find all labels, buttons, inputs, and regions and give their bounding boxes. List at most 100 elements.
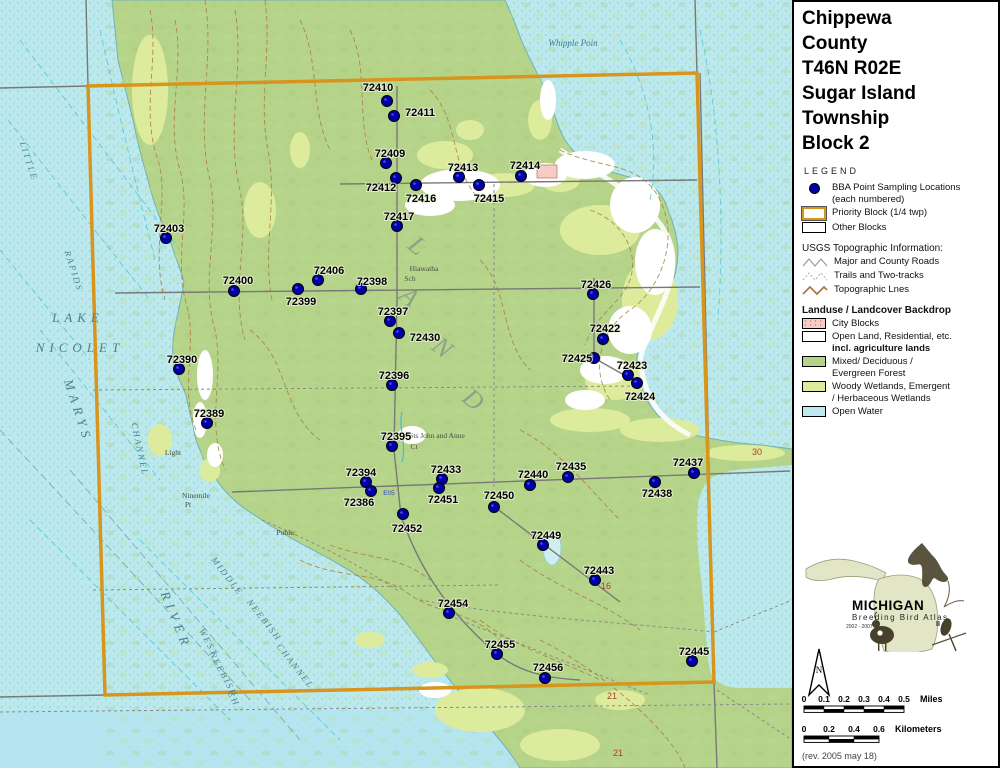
bba-point-72445[interactable]: 72445	[678, 645, 710, 667]
point-dot[interactable]	[597, 333, 609, 345]
bba-point-72450[interactable]: 72450	[483, 489, 515, 513]
bba-point-72390[interactable]: 72390	[166, 353, 198, 375]
point-dot[interactable]	[365, 485, 377, 497]
bba-point-72396[interactable]: 72396	[378, 369, 410, 391]
bba-point-72398[interactable]: 72398	[355, 275, 388, 295]
bba-point-72424[interactable]: 72424	[624, 377, 657, 404]
point-dot[interactable]	[381, 95, 393, 107]
page-title: Chippewa County T46N R02E Sugar Island T…	[802, 6, 998, 156]
bba-point-72412[interactable]: 72412	[365, 172, 402, 195]
point-dot[interactable]	[589, 574, 601, 586]
bba-point-72409[interactable]: 72409	[374, 147, 406, 169]
point-dot[interactable]	[228, 285, 240, 297]
point-dot[interactable]	[491, 648, 503, 660]
bba-point-72415[interactable]: 72415	[473, 179, 505, 206]
point-dot[interactable]	[453, 171, 465, 183]
map-label: LAKE	[51, 310, 104, 325]
point-dot[interactable]	[433, 482, 445, 494]
bba-point-72416[interactable]: 72416	[405, 179, 437, 206]
point-dot[interactable]	[537, 539, 549, 551]
bba-point-72455[interactable]: 72455	[484, 638, 516, 660]
bba-point-72386[interactable]: 72386	[343, 485, 377, 510]
bba-point-72425[interactable]: 72425	[561, 352, 600, 366]
point-dot[interactable]	[443, 607, 455, 619]
point-dot[interactable]	[587, 288, 599, 300]
bba-point-72423[interactable]: 72423	[616, 359, 648, 381]
point-dot[interactable]	[355, 283, 367, 295]
point-dot[interactable]	[386, 440, 398, 452]
point-dot[interactable]	[393, 327, 405, 339]
bba-point-72438[interactable]: 72438	[641, 476, 673, 501]
point-dot[interactable]	[292, 283, 304, 295]
bba-point-72406[interactable]: 72406	[312, 264, 345, 286]
point-dot[interactable]	[386, 379, 398, 391]
bba-point-72452[interactable]: 72452	[391, 508, 423, 536]
bba-point-72395[interactable]: 72395	[380, 430, 412, 452]
point-dot[interactable]	[515, 170, 527, 182]
point-dot[interactable]	[160, 232, 172, 244]
bba-point-72437[interactable]: 72437	[672, 456, 704, 479]
point-dot[interactable]	[201, 417, 213, 429]
svg-text:16: 16	[601, 581, 611, 591]
point-dot[interactable]	[397, 508, 409, 520]
point-label: 72435	[556, 461, 587, 473]
landuse-heading: Landuse / Landcover Backdrop	[802, 304, 951, 316]
priority-label: Priority Block (1/4 twp)	[832, 207, 928, 218]
bba-point-72456[interactable]: 72456	[532, 661, 564, 684]
bba-point-72422[interactable]: 72422	[589, 322, 621, 345]
point-dot[interactable]	[390, 172, 402, 184]
bba-point-72397[interactable]: 72397	[377, 305, 409, 327]
point-dot[interactable]	[524, 479, 536, 491]
bba-point-72426[interactable]: 72426	[580, 278, 612, 300]
point-dot[interactable]	[686, 655, 698, 667]
point-dot[interactable]	[312, 274, 324, 286]
point-dot[interactable]	[380, 157, 392, 169]
bba-point-72454[interactable]: 72454	[437, 597, 470, 619]
bba-point-72394[interactable]: 72394	[345, 466, 378, 488]
logo-subtitle: Breeding Bird Atlas	[852, 613, 949, 622]
point-dot[interactable]	[391, 220, 403, 232]
svg-text:0.2: 0.2	[838, 694, 850, 704]
topo-lines-icon	[802, 285, 828, 295]
bba-point-72414[interactable]: 72414	[509, 159, 542, 182]
point-dot[interactable]	[173, 363, 185, 375]
bba-point-72451[interactable]: 72451	[427, 482, 459, 507]
bba-point-72410[interactable]: 72410	[362, 81, 394, 107]
bba-point-72430[interactable]: 72430	[393, 327, 441, 345]
point-dot[interactable]	[488, 501, 500, 513]
bba-point-72389[interactable]: 72389	[193, 407, 225, 429]
bba-point-72449[interactable]: 72449	[530, 529, 562, 551]
title-line: Township	[802, 108, 890, 129]
map-label: Public	[276, 528, 296, 537]
bba-point-72403[interactable]: 72403	[153, 222, 185, 244]
bba-point-72413[interactable]: 72413	[447, 161, 479, 183]
creek	[400, 411, 405, 463]
point-dot[interactable]	[539, 672, 551, 684]
bba-point-72411[interactable]: 72411	[388, 106, 436, 122]
point-dot[interactable]	[384, 315, 396, 327]
point-label: 72422	[590, 323, 621, 335]
bba-point-72433[interactable]: 72433	[430, 463, 462, 485]
legend-item-mixed: Mixed/ Deciduous / Evergreen Forest	[802, 356, 998, 379]
point-label: 72409	[375, 148, 406, 160]
point-dot[interactable]	[388, 110, 400, 122]
woody-label2: / Herbaceous Wetlands	[832, 392, 931, 404]
point-dot[interactable]	[562, 471, 574, 483]
bba-point-72443[interactable]: 72443	[583, 564, 615, 586]
bba-point-72417[interactable]: 72417	[383, 210, 415, 232]
bba-point-72435[interactable]: 72435	[555, 460, 587, 483]
point-dot[interactable]	[622, 369, 634, 381]
bba-point-72399[interactable]: 72399	[285, 283, 317, 309]
point-dot[interactable]	[410, 179, 422, 191]
point-dot[interactable]	[588, 352, 600, 364]
point-dot[interactable]	[473, 179, 485, 191]
point-label: 72411	[405, 107, 435, 119]
bba-point-72400[interactable]: 72400	[222, 274, 254, 297]
legend-item-water: Open Water	[802, 406, 998, 418]
point-dot[interactable]	[649, 476, 661, 488]
bba-point-72440[interactable]: 72440	[517, 468, 549, 491]
point-dot[interactable]	[631, 377, 643, 389]
point-dot[interactable]	[360, 476, 372, 488]
point-dot[interactable]	[688, 467, 700, 479]
